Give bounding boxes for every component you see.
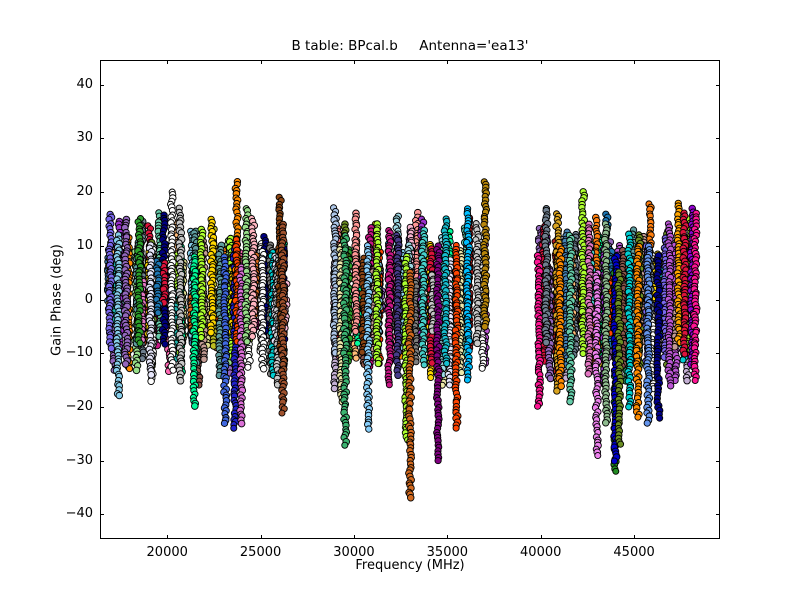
- x-tick-label: 20000: [146, 545, 188, 560]
- x-tick-label: 25000: [239, 545, 282, 560]
- y-tick-label: 0: [84, 291, 93, 307]
- plot-title: B table: BPcal.b Antenna='ea13': [291, 38, 529, 54]
- x-tick-label: 45000: [613, 545, 655, 560]
- y-tick-label: 30: [76, 130, 93, 146]
- y-tick-label: 10: [76, 237, 93, 253]
- y-tick-label: −30: [65, 452, 93, 468]
- y-tick-label: 20: [76, 184, 93, 200]
- x-axis-label: Frequency (MHz): [355, 558, 465, 573]
- x-tick-label: 40000: [520, 545, 562, 560]
- y-tick-label: 40: [76, 76, 93, 92]
- y-tick-label: −10: [65, 345, 93, 361]
- x-tick-label: 30000: [333, 545, 375, 560]
- x-tick-label: 35000: [426, 545, 469, 560]
- y-tick-label: −20: [65, 398, 93, 414]
- y-tick-label: −40: [65, 506, 93, 522]
